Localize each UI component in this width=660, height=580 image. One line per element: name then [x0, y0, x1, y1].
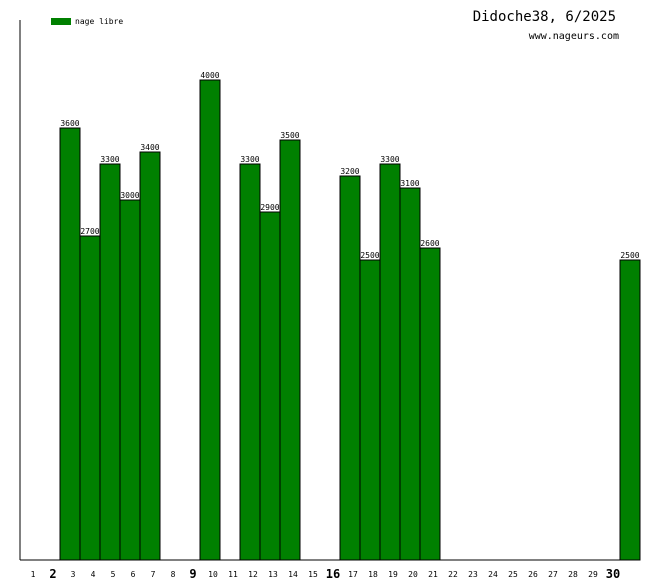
data-label-day-17: 2500 [360, 251, 379, 260]
legend: nage libre [51, 17, 123, 26]
x-tick-labels-group: 1 2 3 4 5 6 7 8 9 10 11 12 13 14 15 16 17 18 19 20 21 22 23 24 2… [31, 567, 621, 580]
data-label-day-11: 3300 [240, 155, 259, 164]
data-label-day-4: 3300 [100, 155, 119, 164]
data-label-day-20: 2600 [420, 239, 439, 248]
x-tick-1: 1 [31, 570, 36, 579]
x-tick-21: 21 [428, 570, 438, 579]
data-label-day-5: 3000 [120, 191, 139, 200]
x-tick-14: 14 [288, 570, 298, 579]
bar-day-13 [279, 139, 301, 561]
data-label-day-13: 3500 [280, 131, 299, 140]
bar-day-18 [379, 163, 401, 561]
x-tick-11: 11 [228, 570, 238, 579]
legend-swatch [51, 18, 71, 25]
x-tick-16: 16 [326, 567, 340, 580]
data-label-day-6: 3400 [140, 143, 159, 152]
data-label-day-3: 2700 [80, 227, 99, 236]
x-tick-17: 17 [348, 570, 358, 579]
x-tick-3: 3 [71, 570, 76, 579]
x-tick-6: 6 [131, 570, 136, 579]
x-tick-20: 20 [408, 570, 418, 579]
x-tick-30: 30 [606, 567, 620, 580]
x-tick-28: 28 [568, 570, 578, 579]
x-tick-13: 13 [268, 570, 278, 579]
bar-day-3 [79, 235, 101, 561]
x-tick-12: 12 [248, 570, 258, 579]
bar-day-4 [99, 163, 121, 561]
x-tick-10: 10 [208, 570, 218, 579]
data-label-day-18: 3300 [380, 155, 399, 164]
bar-day-16 [339, 175, 361, 561]
data-label-day-2: 3600 [60, 119, 79, 128]
x-tick-5: 5 [111, 570, 116, 579]
chart-title: Didoche38, 6/2025 [472, 9, 616, 25]
data-label-day-16: 3200 [340, 167, 359, 176]
x-tick-26: 26 [528, 570, 538, 579]
site-url: www.nageurs.com [528, 31, 619, 42]
x-tick-18: 18 [368, 570, 378, 579]
x-tick-7: 7 [151, 570, 156, 579]
x-tick-15: 15 [308, 570, 318, 579]
x-tick-25: 25 [508, 570, 518, 579]
x-tick-9: 9 [189, 567, 196, 580]
bars-group [59, 79, 641, 561]
bar-day-20 [419, 247, 441, 561]
bar-day-9 [199, 79, 221, 561]
x-tick-27: 27 [548, 570, 558, 579]
bar-day-6 [139, 151, 161, 561]
x-tick-19: 19 [388, 570, 398, 579]
data-labels-group: 3600 2700 3300 3000 3400 4000 3300 2900 3500 3200… [60, 71, 639, 260]
data-label-day-30: 2500 [620, 251, 639, 260]
bar-day-17 [359, 259, 381, 561]
data-label-day-12: 2900 [260, 203, 279, 212]
x-tick-2: 2 [49, 567, 56, 580]
x-tick-22: 22 [448, 570, 458, 579]
bar-day-12 [259, 211, 281, 561]
x-tick-24: 24 [488, 570, 498, 579]
bar-day-2 [59, 127, 81, 561]
x-tick-29: 29 [588, 570, 598, 579]
legend-label: nage libre [75, 17, 124, 26]
bar-day-19 [399, 187, 421, 561]
x-tick-8: 8 [171, 570, 176, 579]
data-label-day-9: 4000 [200, 71, 219, 80]
data-label-day-19: 3100 [400, 179, 419, 188]
bar-day-11 [239, 163, 261, 561]
x-tick-23: 23 [468, 570, 478, 579]
bar-day-5 [119, 199, 141, 561]
bar-day-30 [619, 259, 641, 561]
x-tick-4: 4 [91, 570, 96, 579]
